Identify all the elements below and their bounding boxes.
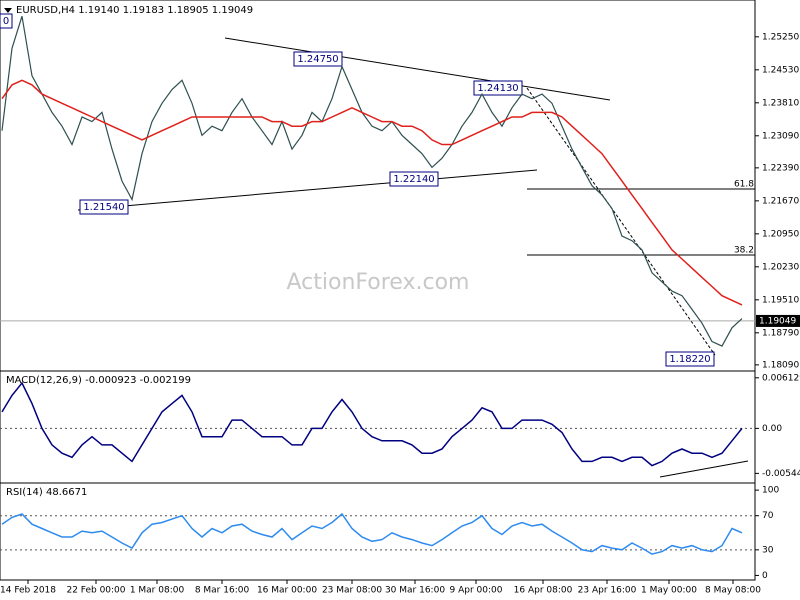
trend-line <box>659 460 749 478</box>
price-label: 1.24750 <box>297 54 338 65</box>
y-tick-label: 1.23090 <box>762 131 799 141</box>
label-box <box>389 171 439 187</box>
y-tick-label: 1.21670 <box>762 196 799 206</box>
y-tick-label: 1.18790 <box>762 328 799 338</box>
y-tick-label: 1.22390 <box>762 163 799 173</box>
rsi-title: RSI(14) 48.6671 <box>6 487 87 498</box>
label-box <box>473 80 523 96</box>
y-tick-label: 0.006129 <box>762 373 800 383</box>
y-tick-label: 1.19510 <box>762 295 799 305</box>
y-tick-label: 70 <box>762 511 774 521</box>
y-tick-label: 30 <box>762 545 774 555</box>
label-box <box>293 51 343 67</box>
y-tick-label: 1.23810 <box>762 98 799 108</box>
x-tick-label: 8 Mar 16:00 <box>195 586 250 596</box>
price-label: 1.24130 <box>477 83 518 94</box>
y-tick-label: 1.20230 <box>762 262 799 272</box>
series-line <box>1 16 743 347</box>
price-label: 0 <box>3 16 9 27</box>
x-tick-label: 23 Apr 16:00 <box>578 586 637 596</box>
y-tick-label: 1.18090 <box>762 360 799 370</box>
menu-icon <box>4 8 12 13</box>
y-tick-label: 1.20950 <box>762 229 799 239</box>
y-tick-label: -0.005448 <box>762 469 800 479</box>
price-labels: 1.24750 1.24130 1.22140 1.21540 1.18220 … <box>0 13 715 367</box>
x-tick-label: 8 May 08:00 <box>705 586 761 596</box>
y-tick-label: 0.00 <box>762 424 782 434</box>
current-price-box <box>756 314 800 327</box>
series-line <box>1 381 743 467</box>
fib-label: 61.8 <box>734 180 754 190</box>
x-tick-label: 16 Apr 08:00 <box>514 586 573 596</box>
fib-label: 38.2 <box>734 246 754 256</box>
trend-line <box>224 37 611 101</box>
y-tick-label: 1.25250 <box>762 32 799 42</box>
label-box <box>79 199 129 215</box>
trend-line <box>526 87 716 356</box>
price-label: 1.18220 <box>669 354 710 365</box>
y-tick-label: 100 <box>762 486 779 496</box>
price-label: 1.21540 <box>83 202 124 213</box>
header: EURUSD,H4 1.19140 1.19183 1.18905 1.1904… <box>16 5 253 16</box>
watermark: ActionForex.com <box>287 270 470 295</box>
x-tick-label: 23 Mar 08:00 <box>322 586 382 596</box>
x-tick-label: 30 Mar 16:00 <box>385 586 445 596</box>
series-line <box>1 79 743 306</box>
price-label: 1.22140 <box>393 174 434 185</box>
label-box <box>0 13 13 29</box>
label-box <box>665 351 715 367</box>
x-tick-label: 1 May 00:00 <box>641 586 697 596</box>
x-tick-label: 22 Feb 00:00 <box>66 586 125 596</box>
x-tick-label: 1 Mar 08:00 <box>130 586 185 596</box>
current-price-label: 1.19049 <box>759 316 796 326</box>
series-line <box>1 512 743 555</box>
y-tick-label: 1.24530 <box>762 65 799 75</box>
x-tick-label: 16 Mar 00:00 <box>257 586 317 596</box>
trend-line <box>77 169 538 211</box>
x-tick-label: 9 Apr 00:00 <box>450 586 503 596</box>
y-tick-label: 0 <box>762 571 768 581</box>
macd-title: MACD(12,26,9) -0.000923 -0.002199 <box>6 375 191 386</box>
x-tick-label: 14 Feb 2018 <box>0 586 56 596</box>
